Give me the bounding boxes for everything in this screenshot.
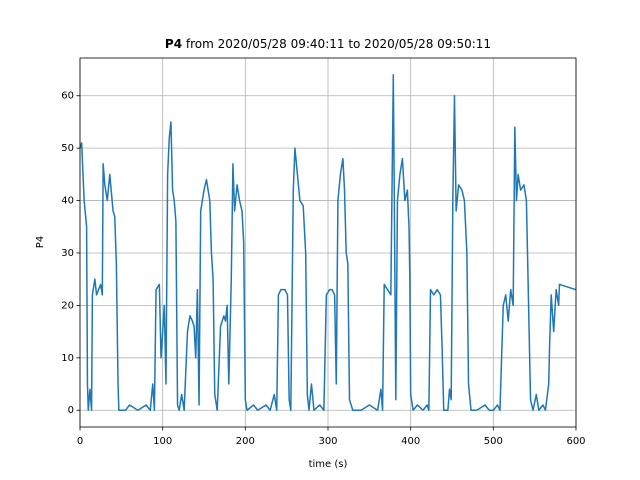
y-tick-label: 20	[61, 300, 74, 311]
chart-title: P4 from 2020/05/28 09:40:11 to 2020/05/2…	[165, 37, 491, 51]
y-tick-label: 50	[61, 143, 74, 154]
x-tick-label: 0	[77, 436, 83, 447]
x-tick-label: 400	[401, 436, 420, 447]
y-tick-label: 0	[68, 405, 74, 416]
y-tick-label: 60	[61, 91, 74, 102]
data-line	[79, 74, 577, 411]
y-tick-label: 40	[61, 196, 74, 207]
x-axis-label: time (s)	[309, 459, 348, 470]
plot-frame	[79, 57, 577, 428]
y-tick-label: 30	[61, 248, 74, 259]
y-tick-label: 10	[61, 353, 74, 364]
y-axis-label: P4	[35, 236, 46, 248]
x-tick-label: 200	[236, 436, 255, 447]
x-tick-label: 600	[566, 436, 585, 447]
x-tick-label: 500	[484, 436, 503, 447]
x-tick-label: 300	[318, 436, 337, 447]
x-tick-label: 100	[153, 436, 172, 447]
